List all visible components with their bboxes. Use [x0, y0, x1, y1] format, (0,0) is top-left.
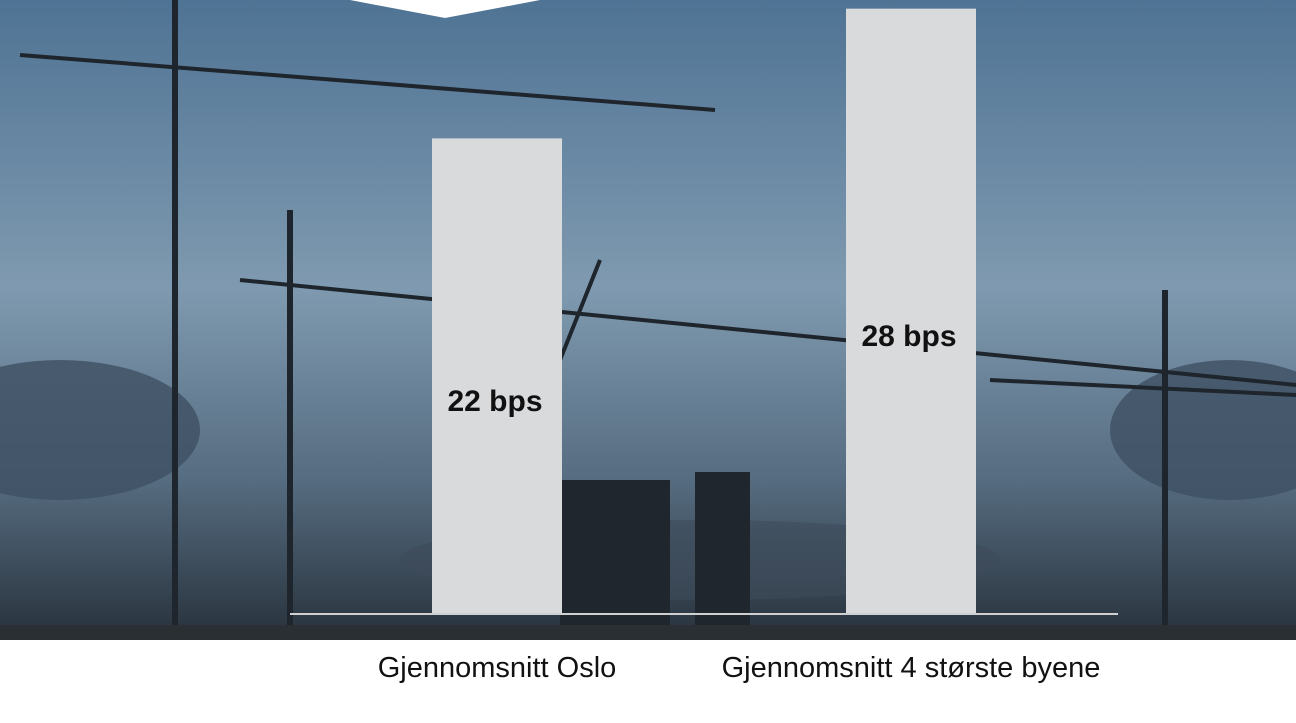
value-label: 28 bps	[861, 320, 957, 354]
bar	[846, 8, 976, 614]
bar	[432, 138, 562, 614]
x-tick-label: Gjennomsnitt 4 største byene	[721, 652, 1101, 684]
background-photo	[0, 0, 1296, 640]
x-tick-label: Gjennomsnitt Oslo	[377, 652, 617, 684]
value-label: 22 bps	[447, 385, 543, 419]
